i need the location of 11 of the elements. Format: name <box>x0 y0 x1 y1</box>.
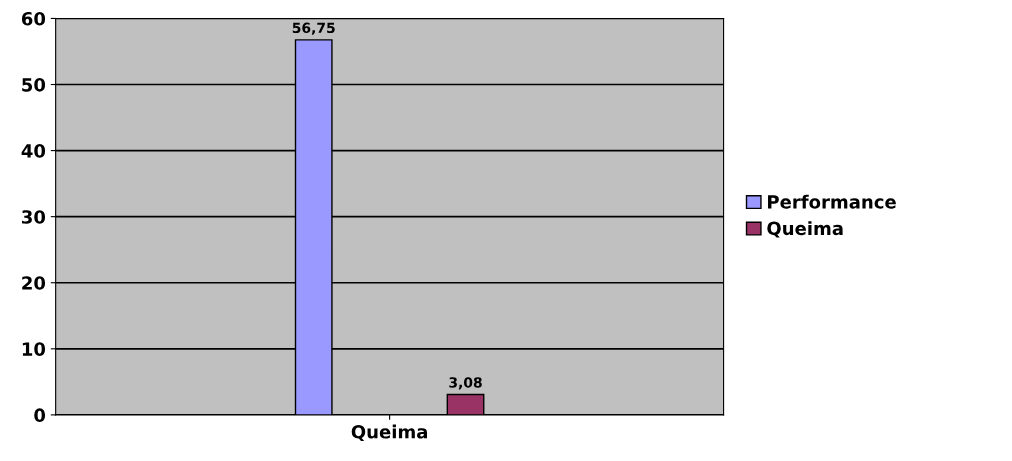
data-label: 3,08 <box>449 377 482 390</box>
y-tick-label: 20 <box>22 276 46 290</box>
y-tick-label: 10 <box>22 342 46 356</box>
y-tick-label: 0 <box>34 408 46 423</box>
y-tick-label: 50 <box>22 77 46 92</box>
y-tick-label: 40 <box>21 144 46 158</box>
legend-label: Queima <box>767 221 843 238</box>
y-tick-label: 60 <box>21 11 46 26</box>
y-tick-label: 30 <box>22 210 46 224</box>
data-label: 56,75 <box>292 22 335 35</box>
legend-label: Performance <box>768 194 896 209</box>
